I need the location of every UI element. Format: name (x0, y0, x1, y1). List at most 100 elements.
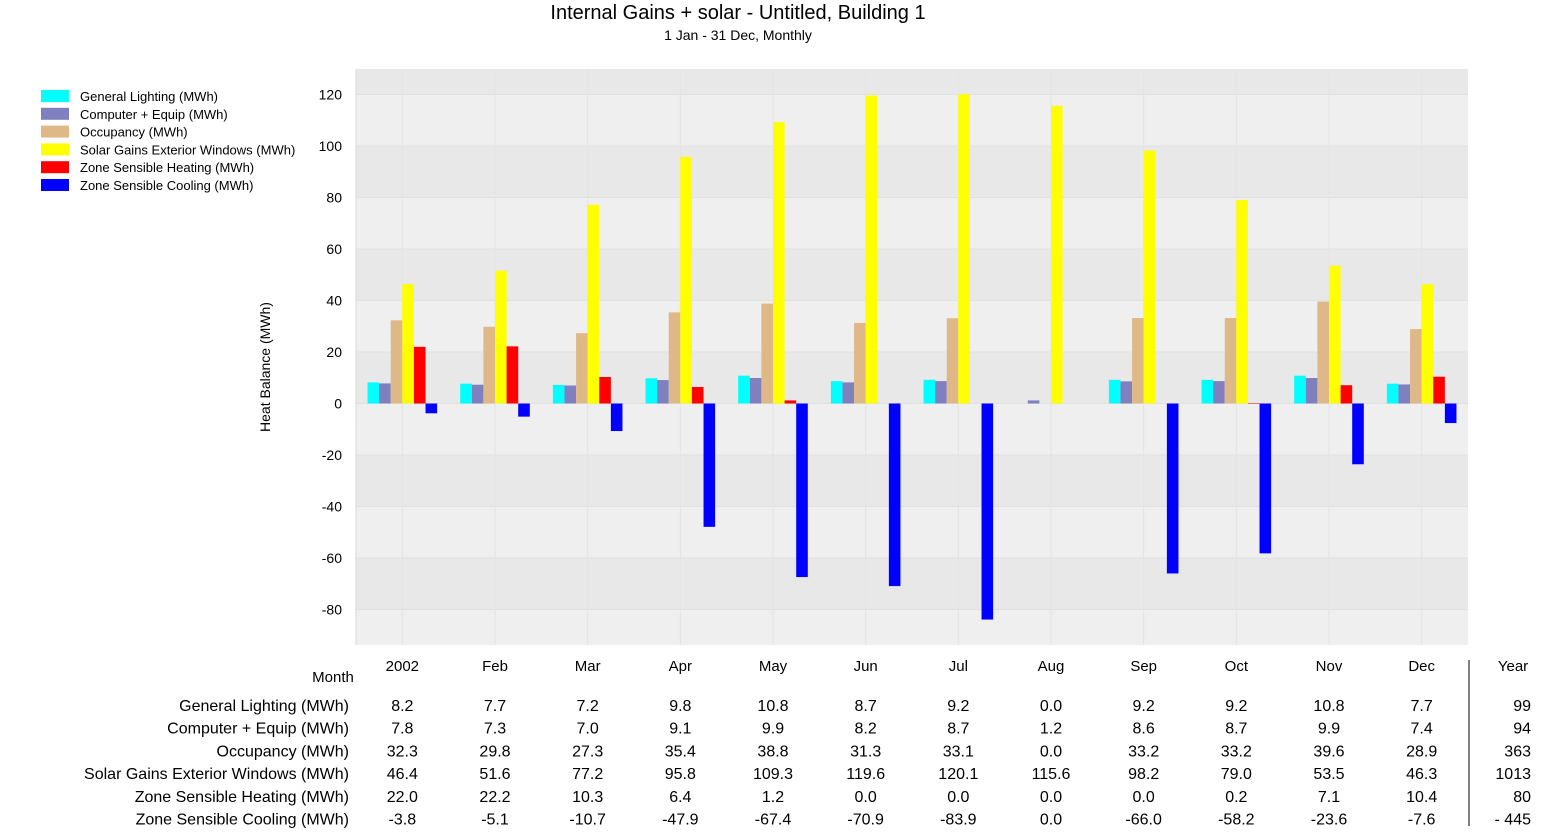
table-cell: 9.9 (1318, 721, 1340, 738)
table-cell: 7.4 (1411, 721, 1433, 738)
x-tick-label: May (759, 658, 788, 675)
y-tick-label: -20 (322, 447, 342, 463)
table-year-total: 80 (1513, 789, 1531, 806)
table-year-total: - 445 (1495, 812, 1532, 829)
bar (1410, 329, 1422, 404)
bar (1329, 265, 1341, 404)
bar (1132, 318, 1144, 404)
table-cell: 115.6 (1032, 766, 1071, 783)
table-cell: 10.3 (572, 789, 603, 806)
legend-swatch (41, 107, 69, 120)
bar (1352, 403, 1364, 465)
bar (854, 322, 866, 404)
legend-label: Computer + Equip (MWh) (80, 107, 228, 122)
y-tick-label: -60 (322, 550, 342, 566)
table-cell: 8.2 (855, 721, 877, 738)
category-labels: 2002 Feb Mar Apr May Jun Jul Aug Sep Oct Nov Dec (386, 658, 1436, 675)
y-axis-label: Heat Balance (MWh) (257, 302, 273, 432)
table-cell: 46.4 (387, 766, 418, 783)
bar (1386, 383, 1399, 404)
x-tick-label: Nov (1316, 658, 1343, 675)
bar (958, 94, 970, 404)
plot-bands (356, 69, 1468, 610)
bar (842, 382, 855, 404)
table-cell: -83.9 (940, 812, 977, 829)
table-cell: 0.0 (1040, 789, 1062, 806)
legend-label: Occupancy (MWh) (80, 125, 188, 140)
bar (610, 403, 623, 432)
table-cell: 10.4 (1406, 789, 1437, 806)
x-tick-label: Apr (669, 658, 692, 675)
table-row-label: Occupancy (MWh) (217, 743, 349, 760)
table-cell: -58.2 (1218, 812, 1255, 829)
bar (1444, 403, 1457, 424)
table-cell: 9.9 (762, 721, 784, 738)
table-row-label: General Lighting (MWh) (179, 698, 349, 715)
bar (1201, 379, 1214, 404)
bar (946, 318, 959, 404)
table-cell: 120.1 (938, 766, 978, 783)
bar (784, 400, 797, 404)
bar (1166, 403, 1179, 574)
bar (1027, 400, 1040, 404)
bar (1433, 376, 1445, 404)
gridlines (356, 69, 1468, 645)
table-row-label: Computer + Equip (MWh) (167, 721, 349, 738)
bar (1143, 150, 1156, 404)
bar (749, 378, 762, 404)
bar (483, 326, 495, 404)
table-cell: 31.3 (850, 743, 881, 760)
table-cell: 8.7 (855, 698, 877, 715)
table-cell: 77.2 (572, 766, 603, 783)
bar (923, 379, 936, 404)
chart-subtitle: 1 Jan - 31 Dec, Monthly (664, 27, 812, 43)
y-tick-label: -80 (322, 602, 342, 618)
table-cell: 33.1 (943, 743, 974, 760)
table-cell: 1.2 (762, 789, 784, 806)
plot-band (356, 455, 1468, 507)
table-cell: -67.4 (755, 812, 792, 829)
bar (668, 312, 681, 404)
plot-band (356, 558, 1468, 610)
table-cell: 8.7 (1225, 721, 1247, 738)
bar (738, 375, 750, 404)
table-cell: 7.8 (391, 721, 413, 738)
table-cell: 0.0 (947, 789, 969, 806)
bar (495, 270, 507, 404)
bar (552, 384, 565, 404)
table-cell: 39.6 (1313, 743, 1344, 760)
table-cell: 6.4 (669, 789, 691, 806)
bar (1224, 318, 1237, 404)
table-cell: -47.9 (662, 812, 699, 829)
plot-band (356, 69, 1468, 95)
plot-band (356, 352, 1468, 404)
table-cell: 9.2 (1225, 698, 1247, 715)
table-cell: 33.2 (1128, 743, 1159, 760)
table-cell: 33.2 (1221, 743, 1252, 760)
x-tick-label: Sep (1130, 658, 1157, 675)
bar (425, 403, 438, 414)
x-tick-label: Oct (1225, 658, 1249, 675)
bar (599, 376, 611, 404)
table-cell: 7.1 (1318, 789, 1340, 806)
bar (1120, 381, 1133, 404)
table-cell: 0.0 (855, 789, 877, 806)
legend-swatch (41, 143, 69, 156)
bar (506, 346, 519, 404)
bar (865, 95, 878, 404)
bar (1305, 378, 1318, 404)
table-year-total: 94 (1513, 721, 1531, 738)
table-cell: 7.0 (577, 721, 599, 738)
bar (1340, 385, 1353, 404)
table-cell: -23.6 (1311, 812, 1348, 829)
bar (402, 284, 414, 404)
table-cell: 119.6 (846, 766, 885, 783)
table-cell: -3.8 (389, 812, 417, 829)
bar (1247, 402, 1260, 404)
bars (367, 94, 1457, 620)
legend-label: Zone Sensible Heating (MWh) (80, 160, 254, 175)
legend-label: General Lighting (MWh) (80, 89, 218, 104)
table-cell: 51.6 (479, 766, 510, 783)
bar (645, 378, 658, 404)
